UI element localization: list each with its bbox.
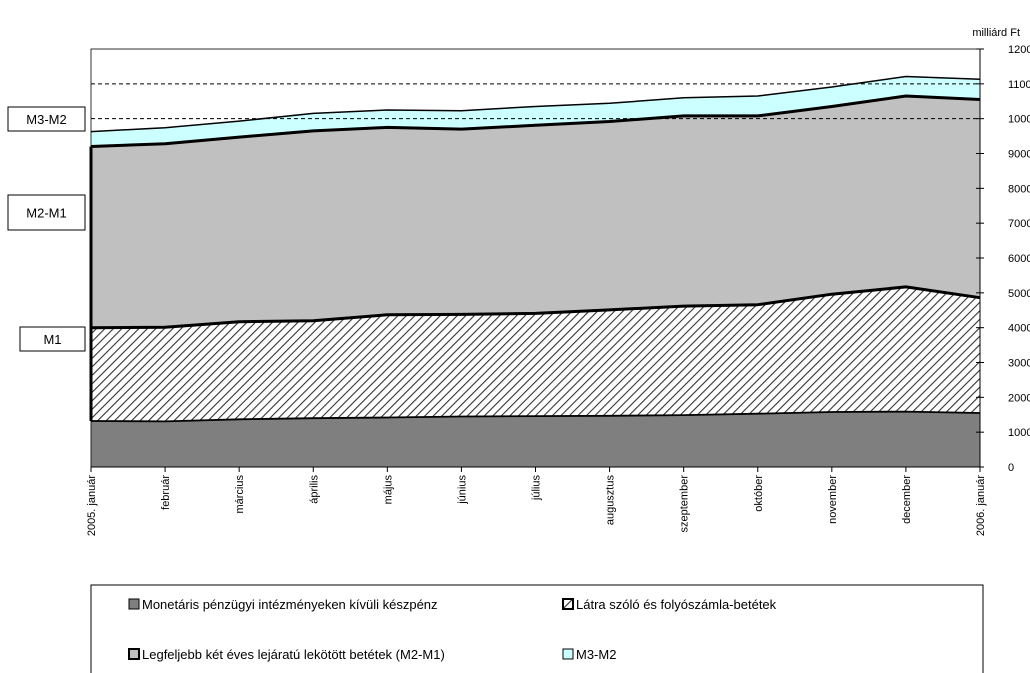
area-time-deposits [91,96,980,328]
y-tick-label: 2000 [1008,392,1030,404]
x-axis: 2005. január február március április május jú… [86,466,987,536]
legend-label-sight-deposits: Látra szóló és folyószámla-betétek [576,597,777,612]
x-tick-label: szeptember [679,475,691,533]
side-label-m1: M1 [43,332,61,347]
legend: Monetáris pénzügyi intézményeken kívüli … [90,584,984,673]
plot-area [89,48,981,468]
y-tick-label: 1000 [1008,427,1030,439]
legend-swatch-sight-deposits [562,598,574,610]
x-tick-label: június [456,475,468,505]
y-tick-label: 12000 [1008,44,1030,56]
y-axis-unit-label: milliárd Ft [972,27,1020,39]
line-m3-top [90,75,981,133]
side-label-m2-m1-box [7,194,86,231]
side-label-m1-box [19,326,86,352]
area-m3-m2 [91,76,980,147]
x-tick-label: október [753,475,765,512]
legend-label-cash: Monetáris pénzügyi intézményeken kívüli … [142,597,438,612]
reference-lines [91,83,980,120]
y-axis: 0 1000 2000 3000 4000 5000 6000 7000 8000 9000 100… [976,44,1030,474]
y-tick-label: 9000 [1008,149,1030,161]
x-tick-label: november [827,475,839,524]
x-tick-label: december [901,475,913,524]
legend-label-time-deposits: Legfeljebb két éves lejáratú lekötött be… [142,647,445,662]
side-label-m3-m2-box [7,106,86,132]
line-cash-top [90,410,981,423]
y-tick-label: 11000 [1008,79,1030,91]
x-tick-label: március [234,475,246,514]
y-tick-label: 8000 [1008,183,1030,195]
x-tick-label: augusztus [605,475,617,526]
legend-swatch-m3-m2 [562,648,574,660]
y-tick-label: 5000 [1008,288,1030,300]
x-tick-label: május [382,475,394,505]
legend-swatch-time-deposits [128,648,140,660]
x-tick-label: 2005. január [86,475,98,536]
area-cash [91,411,980,467]
legend-label-m3-m2: M3-M2 [576,647,616,662]
y-tick-label: 10000 [1008,114,1030,126]
x-tick-label: 2006. január [975,475,987,536]
x-tick-label: április [308,475,320,504]
x-tick-label: július [531,475,543,502]
y-tick-label: 0 [1008,462,1014,474]
legend-box [90,584,984,673]
side-label-m3-m2: M3-M2 [26,112,66,127]
side-label-m2-m1: M2-M1 [26,206,66,221]
line-m1-top [90,285,981,330]
x-tick-label: február [160,475,172,510]
y-tick-label: 4000 [1008,323,1030,335]
y-tick-label: 7000 [1008,218,1030,230]
line-m2-top [90,94,981,148]
y-tick-label: 3000 [1008,358,1030,370]
y-tick-label: 6000 [1008,253,1030,265]
side-labels: M3-M2 M2-M1 M1 [7,106,86,352]
legend-swatch-cash [128,598,140,610]
area-sight-deposits [91,286,980,422]
